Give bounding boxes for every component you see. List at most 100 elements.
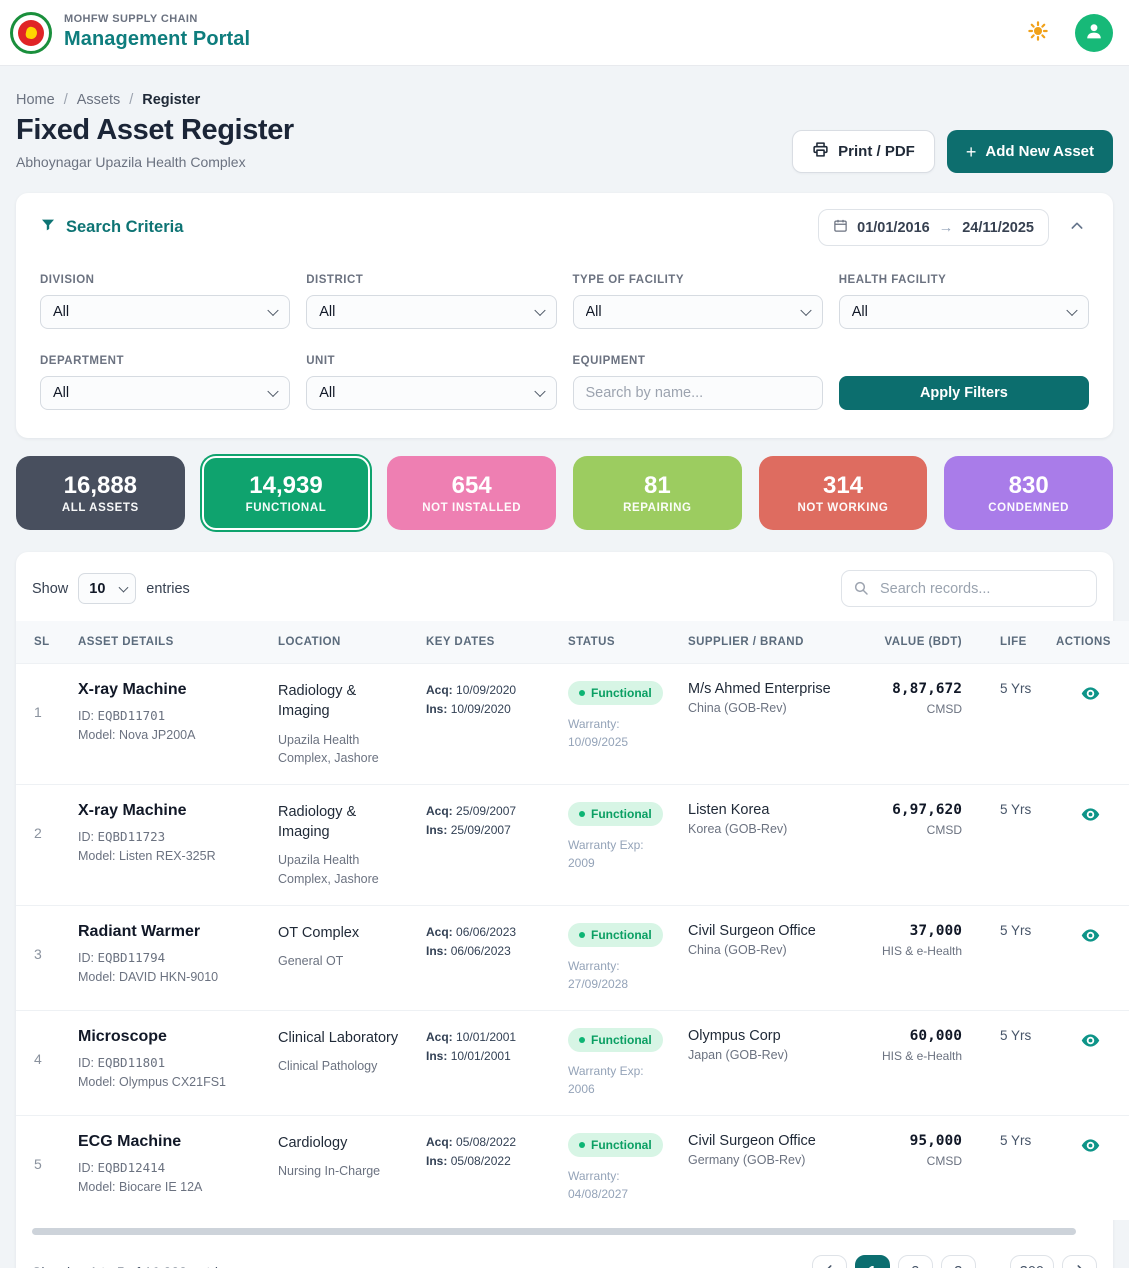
print-pdf-button[interactable]: Print / PDF: [792, 130, 935, 173]
status-badge: Functional: [568, 922, 663, 947]
eye-icon: [1080, 1135, 1101, 1159]
filter-label: DEPARTMENT: [40, 355, 125, 367]
stat-label: CONDEMNED: [988, 502, 1070, 515]
page-number-button: ...: [984, 1255, 1002, 1268]
add-new-asset-button[interactable]: + Add New Asset: [946, 130, 1113, 173]
supplier-origin: China (GOB-Rev): [688, 701, 787, 715]
row-sl: 5: [16, 1114, 70, 1220]
stat-card[interactable]: 314 NOT WORKING: [758, 456, 928, 530]
sun-icon: [1027, 20, 1049, 45]
breadcrumb-item: Register: [142, 92, 201, 108]
brand-top-text: MOHFW SUPPLY CHAIN: [64, 13, 198, 26]
asset-name: Microscope: [78, 1027, 167, 1045]
page-number-button[interactable]: 3: [940, 1254, 976, 1268]
breadcrumb-item[interactable]: Home: [16, 92, 55, 108]
asset-model: Model: DAVID HKN-9010: [78, 970, 219, 985]
funnel-icon: [40, 217, 56, 238]
installation-date: Ins: 05/08/2022: [426, 1153, 511, 1168]
next-page-button[interactable]: [1062, 1254, 1097, 1268]
table-row: 5 ECG Machine ID: EQBD12414 Model: Bioca…: [16, 1114, 1129, 1220]
collapse-panel-button[interactable]: [1065, 214, 1089, 241]
filter-select[interactable]: All: [40, 376, 291, 410]
filter-select[interactable]: All: [40, 295, 291, 329]
entries-label: entries: [146, 580, 190, 597]
filter-select[interactable]: All: [838, 295, 1089, 329]
asset-name: X-ray Machine: [78, 681, 187, 698]
brand-block: MOHFW SUPPLY CHAIN Management Portal: [64, 13, 250, 52]
status-dot-icon: [579, 931, 585, 938]
filter-select[interactable]: All: [572, 295, 823, 329]
location-primary: Clinical Laboratory: [278, 1029, 399, 1046]
equipment-search-input[interactable]: [572, 376, 823, 410]
asset-model: Model: Nova JP200A: [78, 728, 196, 743]
filter-label: TYPE OF FACILITY: [572, 274, 685, 286]
chevron-left-icon: [822, 1263, 836, 1268]
view-asset-button[interactable]: [1078, 681, 1103, 709]
supplier-origin: Japan (GOB-Rev): [688, 1047, 789, 1062]
asset-life: 5 Yrs: [970, 1009, 1048, 1116]
page-number-button[interactable]: 1: [854, 1254, 890, 1268]
installation-date: Ins: 06/06/2023: [426, 943, 511, 958]
stat-value: 81: [643, 471, 671, 499]
eye-icon: [1080, 925, 1101, 949]
stat-card[interactable]: 830 CONDEMNED: [944, 456, 1113, 530]
filter-select[interactable]: All: [306, 376, 557, 410]
date-range-picker[interactable]: 01/01/2016 → 24/11/2025: [818, 209, 1049, 246]
status-dot-icon: [579, 1141, 585, 1148]
main-content: Home / Assets / Register Fixed Asset Reg…: [0, 92, 1129, 1268]
prev-page-button[interactable]: [811, 1254, 847, 1268]
breadcrumb-separator: /: [63, 92, 68, 108]
warranty-info: Warranty Exp: 2006: [568, 1063, 644, 1096]
asset-model: Model: Listen REX-325R: [78, 849, 216, 864]
supplier-origin: China (GOB-Rev): [688, 942, 787, 957]
installation-date: Ins: 10/09/2020: [426, 702, 511, 717]
date-from: 01/01/2016: [857, 219, 930, 236]
breadcrumb-item[interactable]: Assets: [76, 92, 121, 108]
brand-bottom-text: Management Portal: [64, 27, 251, 50]
person-icon: [1083, 20, 1105, 45]
supplier-name: Civil Surgeon Office: [688, 1132, 816, 1149]
theme-toggle-button[interactable]: [1027, 20, 1049, 45]
scrollbar-thumb[interactable]: [32, 1227, 1076, 1235]
asset-model: Model: Biocare IE 12A: [78, 1180, 203, 1195]
stat-value: 654: [451, 471, 492, 499]
asset-value: 8,87,672: [892, 681, 962, 697]
supplier-name: M/s Ahmed Enterprise: [688, 681, 831, 697]
view-asset-button[interactable]: [1078, 1028, 1103, 1056]
warranty-info: Warranty: 27/09/2028: [568, 958, 629, 991]
page-title: Fixed Asset Register: [16, 114, 294, 146]
stat-label: NOT INSTALLED: [422, 502, 522, 515]
view-asset-button[interactable]: [1078, 923, 1103, 951]
col-sl: SL: [16, 621, 70, 664]
filter-field: HEALTH FACILITY All: [838, 274, 1089, 329]
acquisition-date: Acq: 25/09/2007: [426, 803, 517, 818]
user-avatar[interactable]: [1075, 13, 1113, 52]
stat-card[interactable]: 81 REPAIRING: [573, 456, 742, 530]
filter-select[interactable]: All: [306, 295, 557, 329]
asset-table-panel: Show 10 entries: [16, 552, 1129, 1268]
table-search-input[interactable]: [841, 570, 1097, 607]
col-value-bdt: VALUE (BDT): [870, 621, 970, 664]
stat-card[interactable]: 14,939 FUNCTIONAL: [201, 456, 371, 530]
filter-label: HEALTH FACILITY: [838, 274, 947, 286]
stat-value: 830: [1008, 471, 1049, 499]
page-size-select[interactable]: 10: [78, 573, 137, 604]
asset-table: SL ASSET DETAILS LOCATION KEY DATES STAT…: [16, 621, 1129, 1220]
stat-card[interactable]: 654 NOT INSTALLED: [387, 456, 556, 530]
page-number-button[interactable]: 2: [897, 1254, 933, 1268]
warranty-info: Warranty Exp: 2009: [568, 837, 644, 870]
calendar-icon: [833, 218, 848, 237]
col-key-dates: KEY DATES: [418, 621, 560, 664]
asset-life: 5 Yrs: [970, 783, 1048, 906]
status-dot-icon: [579, 690, 585, 696]
page-subtitle: Abhoynagar Upazila Health Complex: [16, 154, 246, 170]
stat-card[interactable]: 16,888 ALL ASSETS: [16, 456, 185, 530]
search-criteria-title[interactable]: Search Criteria: [40, 217, 183, 238]
apply-filters-button[interactable]: Apply Filters: [838, 376, 1089, 410]
asset-id: ID: EQBD11801: [78, 1054, 166, 1070]
asset-model: Model: Olympus CX21FS1: [78, 1075, 226, 1090]
entries-summary: Showing 1 to 5 of 16,888 entries: [32, 1264, 233, 1268]
view-asset-button[interactable]: [1078, 802, 1103, 830]
page-number-button[interactable]: 300: [1009, 1254, 1054, 1268]
view-asset-button[interactable]: [1078, 1133, 1103, 1161]
